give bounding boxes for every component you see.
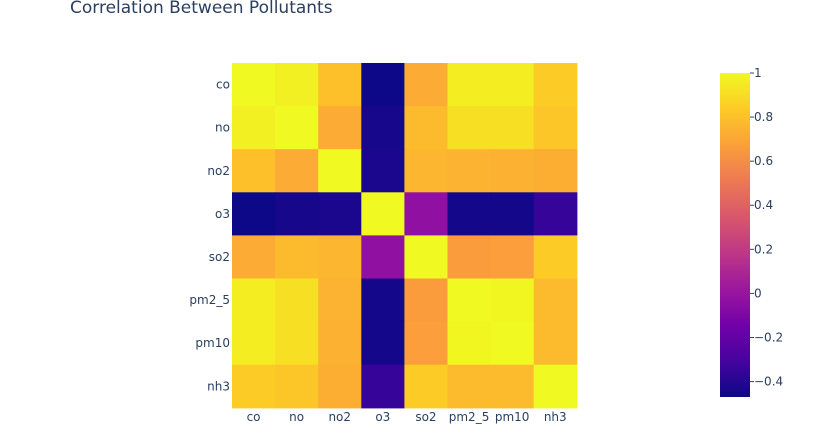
heatmap-cell-no-pm10 [490,106,535,150]
heatmap-cell-pm10-no2 [318,321,362,366]
y-tick-label: no [215,121,230,135]
heatmap-cell-pm10-co [232,321,276,366]
x-tick-label: co [247,410,261,424]
x-tick-label: no [289,410,304,424]
heatmap-cell-o3-no2 [318,192,362,236]
colorbar-tick-label: 0.8 [754,110,773,124]
heatmap-cell-nh3-so2 [404,364,449,409]
colorbar-tick-label: 0.2 [754,242,773,256]
x-tick-label: pm10 [495,410,530,424]
x-tick-label: no2 [328,410,351,424]
heatmap-cell-pm10-nh3 [533,321,578,366]
colorbar: 1 0.8 0.6 0.4 0.2 0 −0.2 −0.4 [720,66,783,397]
heatmap-cell-nh3-no2 [318,364,362,409]
heatmap-cell-pm10-pm10 [490,321,535,366]
y-tick-label: no2 [207,164,230,178]
heatmap-cell-o3-no [275,192,319,236]
heatmap-cell-co-no2 [318,63,362,107]
heatmap-cell-co-o3 [361,63,405,107]
heatmap-cell-nh3-no [275,364,319,409]
colorbar-tick-label: −0.2 [754,330,783,344]
heatmap-cell-o3-o3 [361,192,405,236]
colorbar-tick-label: 0.4 [754,198,773,212]
heatmap-cell-co-so2 [404,63,449,107]
heatmap-cell-pm10-no [275,321,319,366]
heatmap-cell-so2-co [232,235,276,280]
heatmap-cell-so2-nh3 [533,235,578,280]
heatmap-cell-pm2_5-no2 [318,278,362,323]
heatmap-cell-pm2_5-pm10 [490,278,535,323]
heatmap-cell-nh3-nh3 [533,364,578,409]
heatmap-cell-nh3-pm2_5 [447,364,492,409]
heatmap-cell-co-no [275,63,319,107]
y-tick-label: o3 [215,207,230,221]
heatmap-cell-no2-no [275,149,319,193]
heatmap-cell-co-pm2_5 [447,63,492,107]
heatmap-cell-o3-so2 [404,192,449,236]
heatmap-cell-pm2_5-nh3 [533,278,578,323]
heatmap-cell-no-nh3 [533,106,578,150]
heatmap-cell-pm10-o3 [361,321,405,366]
heatmap-cell-no-so2 [404,106,449,150]
y-tick-label: nh3 [207,379,230,393]
heatmap-cell-nh3-co [232,364,276,409]
colorbar-tick-label: 0 [754,286,762,300]
colorbar-gradient [720,73,750,397]
heatmap-cell-no2-nh3 [533,149,578,193]
y-axis-ticks: co no no2 o3 so2 pm2_5 pm10 nh3 [189,78,230,394]
heatmap-cell-co-co [232,63,276,107]
colorbar-tick-label: 0.6 [754,154,773,168]
x-tick-label: nh3 [544,410,567,424]
colorbar-ticks: 1 0.8 0.6 0.4 0.2 0 −0.2 −0.4 [750,66,783,389]
heatmap-cell-so2-no2 [318,235,362,280]
x-tick-label: o3 [375,410,390,424]
heatmap-cell-no-o3 [361,106,405,150]
y-tick-label: pm2_5 [189,293,230,307]
heatmap-cell-pm2_5-so2 [404,278,449,323]
heatmap-cell-pm10-so2 [404,321,449,366]
heatmap-cell-no2-co [232,149,276,193]
heatmap-cell-nh3-pm10 [490,364,535,409]
heatmap-cell-o3-nh3 [533,192,578,236]
colorbar-tick-label: 1 [754,66,762,80]
heatmap-cell-no-no [275,106,319,150]
x-tick-label: pm2_5 [449,410,490,424]
heatmap-cell-so2-no [275,235,319,280]
heatmap-cell-pm2_5-o3 [361,278,405,323]
heatmap-cell-no-no2 [318,106,362,150]
heatmap-cell-nh3-o3 [361,364,405,409]
heatmap-cell-o3-pm2_5 [447,192,492,236]
heatmap-cell-co-pm10 [490,63,535,107]
heatmap-cell-co-nh3 [533,63,578,107]
colorbar-tick-label: −0.4 [754,375,783,389]
heatmap-cell-no-co [232,106,276,150]
heatmap-cell-no2-so2 [404,149,449,193]
heatmap-cell-no2-o3 [361,149,405,193]
heatmap-cell-no-pm2_5 [447,106,492,150]
heatmap-cell-o3-co [232,192,276,236]
heatmap-cell-pm2_5-pm2_5 [447,278,492,323]
heatmap-cell-so2-so2 [404,235,449,280]
chart-title: Correlation Between Pollutants [70,0,333,18]
heatmap-cell-no2-pm10 [490,149,535,193]
heatmap-cell-no2-no2 [318,149,362,193]
x-axis-ticks: co no no2 o3 so2 pm2_5 pm10 nh3 [247,410,567,424]
x-tick-label: so2 [415,410,436,424]
heatmap-cell-pm10-pm2_5 [447,321,492,366]
heatmap-cell-so2-o3 [361,235,405,280]
heatmap-cell-o3-pm10 [490,192,535,236]
heatmap-cells [232,63,578,409]
heatmap-cell-pm2_5-no [275,278,319,323]
y-tick-label: pm10 [195,336,230,350]
y-tick-label: so2 [209,250,230,264]
heatmap-cell-pm2_5-co [232,278,276,323]
heatmap-cell-so2-pm10 [490,235,535,280]
y-tick-label: co [216,78,230,92]
heatmap-cell-no2-pm2_5 [447,149,492,193]
heatmap-cell-so2-pm2_5 [447,235,492,280]
